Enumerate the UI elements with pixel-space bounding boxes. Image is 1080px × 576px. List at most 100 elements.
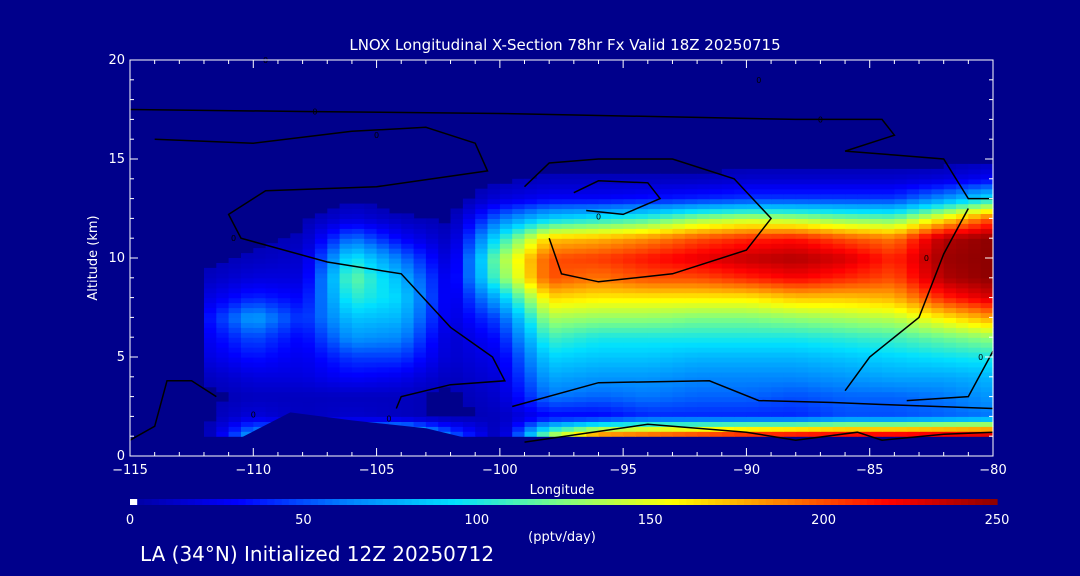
heatmap-cell — [931, 312, 945, 318]
heatmap-cell — [980, 406, 994, 412]
heatmap-cell — [771, 248, 784, 254]
heatmap-cell — [561, 243, 575, 249]
heatmap-cell — [462, 317, 476, 323]
heatmap-cell — [956, 312, 969, 318]
heatmap-cell — [684, 386, 698, 393]
heatmap-cell — [302, 258, 316, 264]
heatmap-cell — [832, 282, 846, 289]
heatmap-cell — [204, 292, 217, 299]
heatmap-cell — [241, 401, 254, 408]
heatmap-cell — [672, 396, 686, 403]
heatmap-cell — [894, 337, 908, 343]
heatmap-cell — [351, 287, 365, 294]
heatmap-cell — [586, 406, 600, 412]
heatmap-cell — [475, 248, 489, 254]
heatmap-cell — [906, 267, 920, 274]
heatmap-cell — [598, 357, 612, 363]
colorbar-segment — [671, 499, 680, 505]
heatmap-cell — [364, 312, 378, 318]
heatmap-cell — [919, 327, 932, 333]
heatmap-cell — [808, 391, 821, 398]
heatmap-cell — [204, 357, 217, 363]
heatmap-cell — [758, 386, 772, 393]
heatmap-cell — [906, 431, 920, 437]
heatmap-cell — [364, 406, 378, 412]
colorbar-segment — [455, 499, 463, 505]
heatmap-cell — [364, 357, 378, 363]
heatmap-cell — [499, 352, 513, 358]
heatmap-cell — [906, 188, 920, 195]
heatmap-cell — [450, 248, 464, 254]
heatmap-cell — [771, 396, 784, 403]
heatmap-cell — [906, 218, 920, 224]
heatmap-cell — [894, 406, 908, 412]
heatmap-cell — [549, 406, 563, 412]
heatmap-cell — [919, 431, 932, 437]
heatmap-cell — [598, 322, 612, 328]
heatmap-cell — [746, 366, 760, 373]
heatmap-cell — [277, 342, 291, 348]
heatmap-cell — [660, 396, 673, 403]
colorbar-segment — [903, 499, 911, 505]
heatmap-cell — [783, 238, 797, 244]
colorbar-segment — [989, 499, 998, 505]
heatmap-cell — [746, 322, 760, 328]
heatmap-cell — [327, 267, 341, 274]
heatmap-cell — [364, 287, 378, 294]
heatmap-cell — [906, 193, 920, 200]
heatmap-cell — [388, 248, 402, 254]
heatmap-cell — [549, 198, 563, 205]
heatmap-cell — [425, 258, 439, 264]
heatmap-cell — [204, 272, 217, 279]
heatmap-cell — [438, 366, 452, 373]
heatmap-cell — [610, 421, 624, 427]
heatmap-cell — [290, 366, 304, 373]
heatmap-cell — [549, 416, 563, 422]
heatmap-cell — [746, 243, 760, 249]
heatmap-cell — [512, 421, 526, 427]
heatmap-cell — [857, 406, 871, 412]
heatmap-cell — [364, 258, 378, 264]
colorbar-segment — [158, 499, 167, 505]
heatmap-cell — [746, 263, 760, 269]
heatmap-cell — [228, 366, 242, 373]
heatmap-cell — [919, 342, 932, 348]
heatmap-cell — [401, 347, 415, 353]
heatmap-cell — [783, 248, 797, 254]
heatmap-cell — [857, 238, 871, 244]
heatmap-cell — [450, 342, 464, 348]
heatmap-cell — [512, 307, 526, 314]
heatmap-cell — [968, 386, 982, 393]
heatmap-cell — [820, 223, 834, 229]
heatmap-cell — [598, 307, 612, 314]
heatmap-cell — [635, 258, 649, 264]
heatmap-cell — [302, 253, 316, 259]
heatmap-cell — [425, 317, 439, 323]
colorbar-segment — [729, 499, 738, 505]
heatmap-cell — [956, 332, 969, 338]
heatmap-cell — [697, 386, 710, 393]
heatmap-cell — [968, 312, 982, 318]
heatmap-cell — [425, 253, 439, 259]
heatmap-cell — [660, 292, 673, 299]
heatmap-cell — [660, 307, 673, 314]
heatmap-cell — [598, 426, 612, 432]
heatmap-cell — [808, 431, 821, 437]
heatmap-cell — [660, 277, 673, 284]
heatmap-cell — [721, 243, 735, 249]
heatmap-cell — [968, 168, 982, 175]
heatmap-cell — [302, 401, 316, 408]
heatmap-cell — [302, 272, 316, 279]
heatmap-cell — [351, 302, 365, 309]
heatmap-cell — [832, 406, 846, 412]
heatmap-cell — [869, 317, 883, 323]
heatmap-cell — [808, 233, 821, 239]
heatmap-cell — [919, 411, 932, 417]
heatmap-cell — [980, 163, 994, 170]
heatmap-cell — [425, 287, 439, 294]
heatmap-cell — [845, 228, 858, 234]
heatmap-cell — [216, 352, 230, 358]
heatmap-cell — [919, 421, 932, 427]
heatmap-cell — [314, 361, 328, 368]
heatmap-cell — [721, 322, 735, 328]
